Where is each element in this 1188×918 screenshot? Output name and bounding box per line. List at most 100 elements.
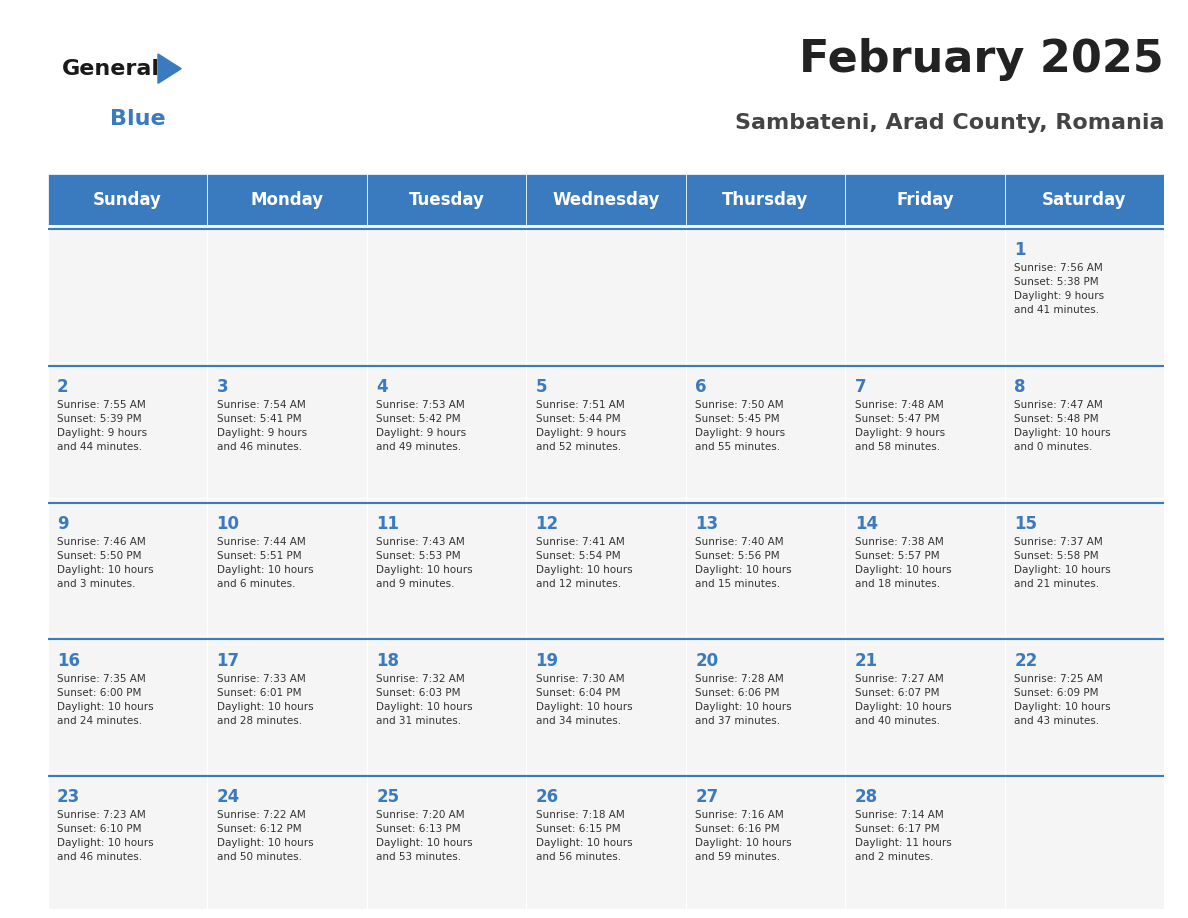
Text: 28: 28	[854, 789, 878, 806]
Text: Monday: Monday	[251, 191, 323, 208]
FancyBboxPatch shape	[207, 174, 367, 225]
Text: Sunday: Sunday	[93, 191, 162, 208]
Text: 19: 19	[536, 652, 558, 669]
FancyBboxPatch shape	[207, 225, 367, 362]
Text: Sunrise: 7:46 AM
Sunset: 5:50 PM
Daylight: 10 hours
and 3 minutes.: Sunrise: 7:46 AM Sunset: 5:50 PM Dayligh…	[57, 537, 153, 588]
Text: Sambateni, Arad County, Romania: Sambateni, Arad County, Romania	[734, 113, 1164, 133]
Polygon shape	[158, 54, 181, 84]
Text: Wednesday: Wednesday	[552, 191, 659, 208]
Text: 26: 26	[536, 789, 558, 806]
Text: 12: 12	[536, 515, 558, 532]
Text: Sunrise: 7:27 AM
Sunset: 6:07 PM
Daylight: 10 hours
and 40 minutes.: Sunrise: 7:27 AM Sunset: 6:07 PM Dayligh…	[854, 674, 952, 725]
Text: 8: 8	[1015, 378, 1025, 396]
FancyBboxPatch shape	[48, 498, 207, 635]
FancyBboxPatch shape	[1005, 635, 1164, 772]
FancyBboxPatch shape	[526, 362, 685, 498]
FancyBboxPatch shape	[367, 772, 526, 909]
FancyBboxPatch shape	[48, 635, 207, 772]
FancyBboxPatch shape	[1005, 498, 1164, 635]
Text: Sunrise: 7:48 AM
Sunset: 5:47 PM
Daylight: 9 hours
and 58 minutes.: Sunrise: 7:48 AM Sunset: 5:47 PM Dayligh…	[854, 400, 944, 452]
Text: 17: 17	[216, 652, 240, 669]
FancyBboxPatch shape	[526, 635, 685, 772]
FancyBboxPatch shape	[1005, 362, 1164, 498]
Text: Sunrise: 7:30 AM
Sunset: 6:04 PM
Daylight: 10 hours
and 34 minutes.: Sunrise: 7:30 AM Sunset: 6:04 PM Dayligh…	[536, 674, 632, 725]
Text: 11: 11	[377, 515, 399, 532]
FancyBboxPatch shape	[685, 174, 845, 225]
FancyBboxPatch shape	[845, 498, 1005, 635]
Text: 3: 3	[216, 378, 228, 396]
Text: Sunrise: 7:40 AM
Sunset: 5:56 PM
Daylight: 10 hours
and 15 minutes.: Sunrise: 7:40 AM Sunset: 5:56 PM Dayligh…	[695, 537, 792, 588]
Text: Sunrise: 7:37 AM
Sunset: 5:58 PM
Daylight: 10 hours
and 21 minutes.: Sunrise: 7:37 AM Sunset: 5:58 PM Dayligh…	[1015, 537, 1111, 588]
FancyBboxPatch shape	[207, 635, 367, 772]
Text: Sunrise: 7:41 AM
Sunset: 5:54 PM
Daylight: 10 hours
and 12 minutes.: Sunrise: 7:41 AM Sunset: 5:54 PM Dayligh…	[536, 537, 632, 588]
FancyBboxPatch shape	[48, 772, 207, 909]
Text: 27: 27	[695, 789, 719, 806]
FancyBboxPatch shape	[207, 772, 367, 909]
Text: 22: 22	[1015, 652, 1037, 669]
FancyBboxPatch shape	[526, 498, 685, 635]
Text: 4: 4	[377, 378, 387, 396]
FancyBboxPatch shape	[207, 498, 367, 635]
FancyBboxPatch shape	[685, 362, 845, 498]
FancyBboxPatch shape	[1005, 772, 1164, 909]
FancyBboxPatch shape	[526, 772, 685, 909]
FancyBboxPatch shape	[845, 225, 1005, 362]
Text: Sunrise: 7:20 AM
Sunset: 6:13 PM
Daylight: 10 hours
and 53 minutes.: Sunrise: 7:20 AM Sunset: 6:13 PM Dayligh…	[377, 811, 473, 862]
FancyBboxPatch shape	[367, 498, 526, 635]
Text: 20: 20	[695, 652, 719, 669]
FancyBboxPatch shape	[1005, 174, 1164, 225]
Text: 25: 25	[377, 789, 399, 806]
Text: Thursday: Thursday	[722, 191, 809, 208]
FancyBboxPatch shape	[685, 225, 845, 362]
Text: Sunrise: 7:38 AM
Sunset: 5:57 PM
Daylight: 10 hours
and 18 minutes.: Sunrise: 7:38 AM Sunset: 5:57 PM Dayligh…	[854, 537, 952, 588]
Text: Sunrise: 7:56 AM
Sunset: 5:38 PM
Daylight: 9 hours
and 41 minutes.: Sunrise: 7:56 AM Sunset: 5:38 PM Dayligh…	[1015, 263, 1105, 315]
Text: 16: 16	[57, 652, 80, 669]
Text: Sunrise: 7:47 AM
Sunset: 5:48 PM
Daylight: 10 hours
and 0 minutes.: Sunrise: 7:47 AM Sunset: 5:48 PM Dayligh…	[1015, 400, 1111, 452]
Text: Sunrise: 7:22 AM
Sunset: 6:12 PM
Daylight: 10 hours
and 50 minutes.: Sunrise: 7:22 AM Sunset: 6:12 PM Dayligh…	[216, 811, 314, 862]
FancyBboxPatch shape	[526, 225, 685, 362]
Text: 9: 9	[57, 515, 69, 532]
Text: 23: 23	[57, 789, 81, 806]
FancyBboxPatch shape	[685, 498, 845, 635]
FancyBboxPatch shape	[207, 362, 367, 498]
Text: 24: 24	[216, 789, 240, 806]
FancyBboxPatch shape	[367, 635, 526, 772]
Text: Sunrise: 7:16 AM
Sunset: 6:16 PM
Daylight: 10 hours
and 59 minutes.: Sunrise: 7:16 AM Sunset: 6:16 PM Dayligh…	[695, 811, 792, 862]
Text: Sunrise: 7:53 AM
Sunset: 5:42 PM
Daylight: 9 hours
and 49 minutes.: Sunrise: 7:53 AM Sunset: 5:42 PM Dayligh…	[377, 400, 466, 452]
Text: Sunrise: 7:51 AM
Sunset: 5:44 PM
Daylight: 9 hours
and 52 minutes.: Sunrise: 7:51 AM Sunset: 5:44 PM Dayligh…	[536, 400, 626, 452]
Text: 15: 15	[1015, 515, 1037, 532]
Text: Sunrise: 7:32 AM
Sunset: 6:03 PM
Daylight: 10 hours
and 31 minutes.: Sunrise: 7:32 AM Sunset: 6:03 PM Dayligh…	[377, 674, 473, 725]
Text: General: General	[62, 59, 159, 79]
Text: Sunrise: 7:54 AM
Sunset: 5:41 PM
Daylight: 9 hours
and 46 minutes.: Sunrise: 7:54 AM Sunset: 5:41 PM Dayligh…	[216, 400, 307, 452]
Text: Sunrise: 7:33 AM
Sunset: 6:01 PM
Daylight: 10 hours
and 28 minutes.: Sunrise: 7:33 AM Sunset: 6:01 PM Dayligh…	[216, 674, 314, 725]
FancyBboxPatch shape	[48, 225, 207, 362]
Text: Sunrise: 7:25 AM
Sunset: 6:09 PM
Daylight: 10 hours
and 43 minutes.: Sunrise: 7:25 AM Sunset: 6:09 PM Dayligh…	[1015, 674, 1111, 725]
Text: Sunrise: 7:35 AM
Sunset: 6:00 PM
Daylight: 10 hours
and 24 minutes.: Sunrise: 7:35 AM Sunset: 6:00 PM Dayligh…	[57, 674, 153, 725]
Text: 7: 7	[854, 378, 866, 396]
Text: February 2025: February 2025	[800, 39, 1164, 82]
Text: Sunrise: 7:44 AM
Sunset: 5:51 PM
Daylight: 10 hours
and 6 minutes.: Sunrise: 7:44 AM Sunset: 5:51 PM Dayligh…	[216, 537, 314, 588]
Text: Sunrise: 7:14 AM
Sunset: 6:17 PM
Daylight: 11 hours
and 2 minutes.: Sunrise: 7:14 AM Sunset: 6:17 PM Dayligh…	[854, 811, 952, 862]
Text: Sunrise: 7:23 AM
Sunset: 6:10 PM
Daylight: 10 hours
and 46 minutes.: Sunrise: 7:23 AM Sunset: 6:10 PM Dayligh…	[57, 811, 153, 862]
FancyBboxPatch shape	[367, 225, 526, 362]
Text: 18: 18	[377, 652, 399, 669]
Text: Friday: Friday	[896, 191, 954, 208]
FancyBboxPatch shape	[48, 174, 207, 225]
FancyBboxPatch shape	[526, 174, 685, 225]
Text: Saturday: Saturday	[1042, 191, 1126, 208]
Text: Sunrise: 7:55 AM
Sunset: 5:39 PM
Daylight: 9 hours
and 44 minutes.: Sunrise: 7:55 AM Sunset: 5:39 PM Dayligh…	[57, 400, 147, 452]
FancyBboxPatch shape	[685, 772, 845, 909]
Text: Blue: Blue	[109, 108, 165, 129]
FancyBboxPatch shape	[1005, 225, 1164, 362]
FancyBboxPatch shape	[845, 362, 1005, 498]
Text: 6: 6	[695, 378, 707, 396]
Text: Sunrise: 7:50 AM
Sunset: 5:45 PM
Daylight: 9 hours
and 55 minutes.: Sunrise: 7:50 AM Sunset: 5:45 PM Dayligh…	[695, 400, 785, 452]
Text: 5: 5	[536, 378, 548, 396]
Text: 13: 13	[695, 515, 719, 532]
Text: 2: 2	[57, 378, 69, 396]
Text: 21: 21	[854, 652, 878, 669]
FancyBboxPatch shape	[685, 635, 845, 772]
Text: 10: 10	[216, 515, 240, 532]
FancyBboxPatch shape	[367, 174, 526, 225]
FancyBboxPatch shape	[48, 362, 207, 498]
